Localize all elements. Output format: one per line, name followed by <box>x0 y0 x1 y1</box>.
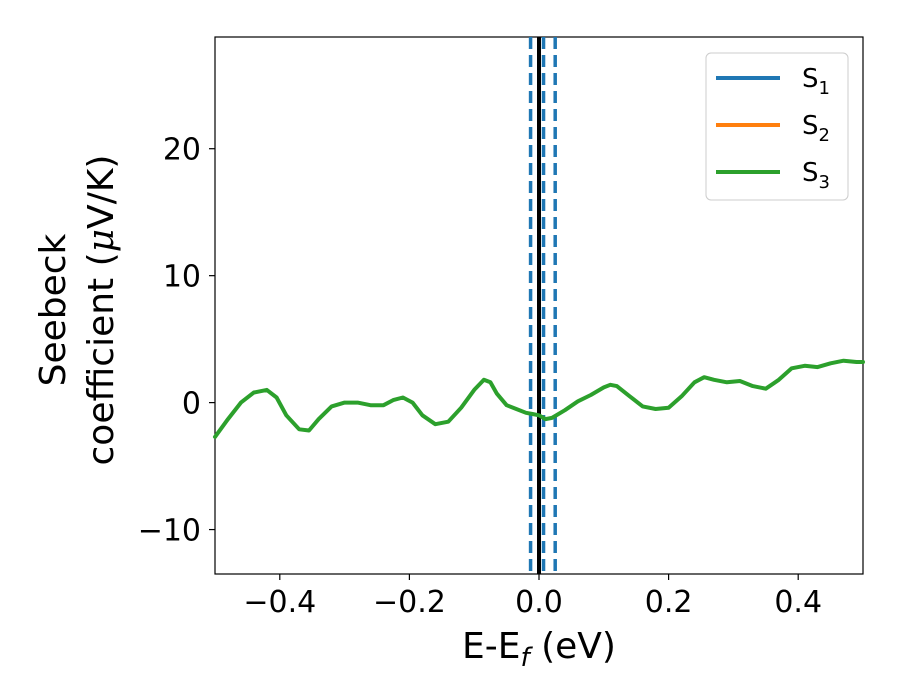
legend-label-s1: S1 <box>802 64 830 99</box>
legend-label-s2: S2 <box>802 111 830 146</box>
y-tick-label: 0 <box>182 387 201 422</box>
y-tick-label: 20 <box>163 133 201 168</box>
y-axis-ticks: −10 0 10 20 <box>138 133 215 549</box>
legend: S1 S2 S3 <box>705 52 849 201</box>
legend-label-s3: S3 <box>802 158 830 193</box>
y-tick-label: 10 <box>163 260 201 295</box>
vertical-markers <box>528 37 557 574</box>
x-tick-label: −0.2 <box>373 585 446 620</box>
x-tick-label: 0.2 <box>645 585 693 620</box>
y-axis-label-line2: coefficient (μV/K) <box>81 155 122 466</box>
x-tick-label: −0.4 <box>243 585 316 620</box>
y-tick-label: −10 <box>138 514 201 549</box>
x-tick-label: 0.4 <box>774 585 822 620</box>
series-lines <box>213 358 865 439</box>
x-axis-label: E-Ef (eV) <box>462 626 616 673</box>
x-axis-ticks: −0.4 −0.2 0.0 0.2 0.4 <box>243 574 822 620</box>
series-line-s3 <box>213 358 865 439</box>
x-tick-label: 0.0 <box>515 585 563 620</box>
y-axis-label: Seebeck coefficient (μV/K) <box>33 155 122 466</box>
y-axis-label-line1: Seebeck <box>33 233 74 386</box>
